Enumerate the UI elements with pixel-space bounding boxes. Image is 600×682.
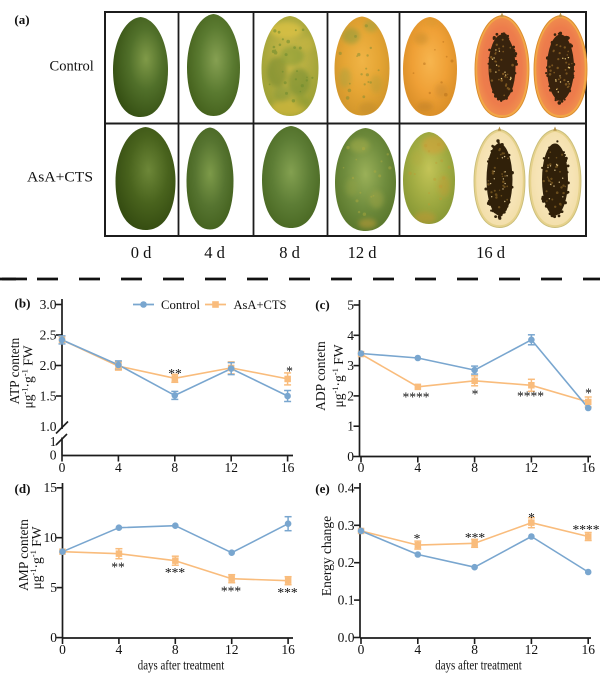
- svg-text:12: 12: [525, 460, 539, 475]
- svg-text:***: ***: [277, 585, 298, 600]
- svg-text:*: *: [528, 510, 535, 525]
- svg-text:10: 10: [44, 530, 58, 545]
- svg-text:16: 16: [581, 642, 595, 657]
- svg-text:15: 15: [44, 480, 58, 495]
- svg-text:0: 0: [59, 642, 66, 657]
- svg-text:(a): (a): [14, 12, 29, 27]
- svg-text:8: 8: [471, 642, 478, 657]
- svg-text:4: 4: [115, 460, 122, 475]
- svg-text:0: 0: [358, 460, 365, 475]
- svg-text:***: ***: [165, 565, 186, 580]
- svg-text:2: 2: [347, 388, 354, 403]
- svg-text:ATP contetn: ATP contetn: [7, 337, 22, 404]
- svg-text:ADP contetn: ADP contetn: [313, 341, 328, 411]
- svg-text:(b): (b): [15, 296, 31, 311]
- svg-text:2.5: 2.5: [40, 328, 57, 343]
- svg-text:4: 4: [414, 642, 421, 657]
- svg-text:2.0: 2.0: [40, 358, 57, 373]
- svg-text:*: *: [585, 386, 592, 401]
- svg-text:16: 16: [581, 460, 595, 475]
- svg-text:****: ****: [517, 389, 544, 404]
- svg-text:12 d: 12 d: [348, 243, 378, 262]
- svg-text:(d): (d): [15, 481, 31, 496]
- svg-text:μg-1·g-1 FW: μg-1·g-1 FW: [330, 344, 346, 407]
- svg-text:Control: Control: [161, 297, 200, 312]
- svg-text:days after treatment: days after treatment: [138, 658, 225, 673]
- svg-text:5: 5: [347, 298, 354, 313]
- svg-text:(c): (c): [315, 297, 329, 312]
- svg-text:0: 0: [50, 448, 57, 463]
- svg-text:8 d: 8 d: [279, 243, 300, 262]
- svg-text:μg-1·g-1 FW: μg-1·g-1 FW: [20, 345, 36, 408]
- svg-text:8: 8: [471, 460, 478, 475]
- svg-text:Control: Control: [50, 59, 94, 75]
- svg-text:days after treatment: days after treatment: [435, 658, 522, 673]
- svg-text:1: 1: [50, 434, 57, 449]
- svg-text:*: *: [286, 364, 293, 379]
- svg-text:12: 12: [525, 642, 539, 657]
- svg-text:16: 16: [281, 460, 295, 475]
- svg-text:***: ***: [221, 584, 242, 599]
- svg-text:1.5: 1.5: [40, 389, 57, 404]
- svg-text:(e): (e): [315, 481, 329, 496]
- svg-text:μg-1·g-1 FW: μg-1·g-1 FW: [28, 526, 44, 589]
- svg-text:4: 4: [116, 642, 123, 657]
- svg-text:1: 1: [347, 419, 354, 434]
- svg-text:AsA+CTS: AsA+CTS: [27, 170, 93, 186]
- svg-text:0.0: 0.0: [338, 630, 355, 645]
- svg-text:4: 4: [347, 328, 354, 343]
- svg-text:0.3: 0.3: [338, 518, 355, 533]
- svg-text:3: 3: [347, 358, 354, 373]
- svg-text:*: *: [414, 531, 421, 546]
- svg-text:**: **: [111, 560, 125, 575]
- svg-text:Energy change: Energy change: [319, 516, 334, 596]
- svg-text:8: 8: [172, 642, 179, 657]
- svg-text:****: ****: [403, 390, 430, 405]
- svg-text:0 d: 0 d: [131, 243, 152, 262]
- svg-text:****: ****: [573, 522, 600, 537]
- svg-text:16 d: 16 d: [476, 243, 506, 262]
- svg-text:**: **: [168, 366, 182, 381]
- svg-text:0.1: 0.1: [338, 593, 355, 608]
- svg-text:16: 16: [281, 642, 295, 657]
- svg-text:3.0: 3.0: [40, 297, 57, 312]
- svg-text:0: 0: [50, 630, 57, 645]
- svg-text:12: 12: [224, 460, 238, 475]
- svg-text:8: 8: [171, 460, 178, 475]
- svg-text:0.4: 0.4: [338, 480, 355, 495]
- svg-text:0: 0: [347, 449, 354, 464]
- svg-text:AMP contetn: AMP contetn: [16, 519, 31, 591]
- svg-text:0: 0: [59, 460, 66, 475]
- svg-text:4 d: 4 d: [204, 243, 225, 262]
- svg-text:5: 5: [50, 580, 57, 595]
- svg-text:*: *: [472, 387, 479, 402]
- svg-text:0.2: 0.2: [338, 555, 355, 570]
- svg-text:AsA+CTS: AsA+CTS: [234, 297, 287, 312]
- svg-text:12: 12: [225, 642, 239, 657]
- svg-text:0: 0: [358, 642, 365, 657]
- svg-text:1.0: 1.0: [40, 419, 57, 434]
- svg-text:***: ***: [465, 530, 486, 545]
- svg-text:4: 4: [414, 460, 421, 475]
